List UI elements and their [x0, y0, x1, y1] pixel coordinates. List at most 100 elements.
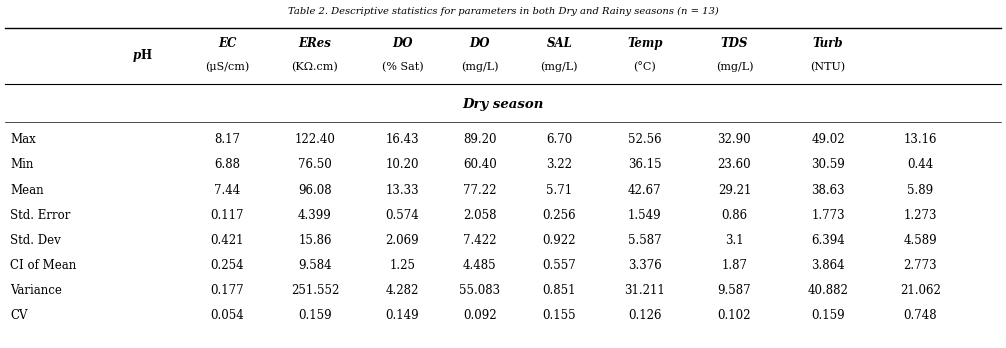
Text: 6.88: 6.88 [214, 158, 240, 172]
Text: 0.922: 0.922 [542, 234, 576, 247]
Text: 1.773: 1.773 [811, 208, 845, 222]
Text: 0.557: 0.557 [542, 259, 576, 272]
Text: 1.549: 1.549 [628, 208, 662, 222]
Text: CV: CV [10, 309, 27, 322]
Text: 7.44: 7.44 [214, 183, 240, 197]
Text: TDS: TDS [720, 37, 748, 50]
Text: 13.16: 13.16 [903, 133, 938, 147]
Text: 3.1: 3.1 [725, 234, 743, 247]
Text: EC: EC [218, 37, 236, 50]
Text: (mg/L): (mg/L) [461, 62, 499, 72]
Text: 3.22: 3.22 [546, 158, 572, 172]
Text: 0.117: 0.117 [210, 208, 244, 222]
Text: 4.399: 4.399 [298, 208, 332, 222]
Text: 251.552: 251.552 [291, 284, 339, 297]
Text: 76.50: 76.50 [298, 158, 332, 172]
Text: 2.069: 2.069 [385, 234, 420, 247]
Text: 5.71: 5.71 [546, 183, 572, 197]
Text: 1.273: 1.273 [903, 208, 938, 222]
Text: 38.63: 38.63 [811, 183, 845, 197]
Text: 7.422: 7.422 [463, 234, 497, 247]
Text: Variance: Variance [10, 284, 62, 297]
Text: 0.159: 0.159 [811, 309, 845, 322]
Text: 0.155: 0.155 [542, 309, 576, 322]
Text: Min: Min [10, 158, 33, 172]
Text: 13.33: 13.33 [385, 183, 420, 197]
Text: Table 2. Descriptive statistics for parameters in both Dry and Rainy seasons (n : Table 2. Descriptive statistics for para… [288, 7, 718, 16]
Text: 0.421: 0.421 [210, 234, 244, 247]
Text: 0.256: 0.256 [542, 208, 576, 222]
Text: (% Sat): (% Sat) [381, 62, 424, 72]
Text: DO: DO [392, 37, 412, 50]
Text: 6.70: 6.70 [546, 133, 572, 147]
Text: (NTU): (NTU) [811, 62, 845, 72]
Text: 10.20: 10.20 [385, 158, 420, 172]
Text: 49.02: 49.02 [811, 133, 845, 147]
Text: 4.589: 4.589 [903, 234, 938, 247]
Text: 5.587: 5.587 [628, 234, 662, 247]
Text: 30.59: 30.59 [811, 158, 845, 172]
Text: 1.87: 1.87 [721, 259, 747, 272]
Text: 1.25: 1.25 [389, 259, 415, 272]
Text: CI of Mean: CI of Mean [10, 259, 76, 272]
Text: 5.89: 5.89 [907, 183, 934, 197]
Text: (mg/L): (mg/L) [715, 62, 753, 72]
Text: 4.485: 4.485 [463, 259, 497, 272]
Text: 0.177: 0.177 [210, 284, 244, 297]
Text: (μS/cm): (μS/cm) [205, 62, 249, 72]
Text: 0.851: 0.851 [542, 284, 576, 297]
Text: 6.394: 6.394 [811, 234, 845, 247]
Text: 8.17: 8.17 [214, 133, 240, 147]
Text: (mg/L): (mg/L) [540, 62, 578, 72]
Text: 77.22: 77.22 [463, 183, 497, 197]
Text: DO: DO [470, 37, 490, 50]
Text: ERes: ERes [299, 37, 331, 50]
Text: Std. Error: Std. Error [10, 208, 70, 222]
Text: 40.882: 40.882 [808, 284, 848, 297]
Text: 9.584: 9.584 [298, 259, 332, 272]
Text: 0.44: 0.44 [907, 158, 934, 172]
Text: 3.864: 3.864 [811, 259, 845, 272]
Text: 2.058: 2.058 [463, 208, 497, 222]
Text: Temp: Temp [627, 37, 663, 50]
Text: Turb: Turb [813, 37, 843, 50]
Text: 0.159: 0.159 [298, 309, 332, 322]
Text: 0.574: 0.574 [385, 208, 420, 222]
Text: 29.21: 29.21 [717, 183, 751, 197]
Text: SAL: SAL [546, 37, 572, 50]
Text: 9.587: 9.587 [717, 284, 751, 297]
Text: 15.86: 15.86 [298, 234, 332, 247]
Text: 0.149: 0.149 [385, 309, 420, 322]
Text: 89.20: 89.20 [463, 133, 497, 147]
Text: (KΩ.cm): (KΩ.cm) [292, 62, 338, 72]
Text: (°C): (°C) [634, 62, 656, 72]
Text: 52.56: 52.56 [628, 133, 662, 147]
Text: 60.40: 60.40 [463, 158, 497, 172]
Text: 0.748: 0.748 [903, 309, 938, 322]
Text: 21.062: 21.062 [900, 284, 941, 297]
Text: Dry season: Dry season [463, 98, 543, 111]
Text: H: H [141, 49, 152, 62]
Text: 55.083: 55.083 [460, 284, 500, 297]
Text: 2.773: 2.773 [903, 259, 938, 272]
Text: 31.211: 31.211 [625, 284, 665, 297]
Text: 0.86: 0.86 [721, 208, 747, 222]
Text: 16.43: 16.43 [385, 133, 420, 147]
Text: 42.67: 42.67 [628, 183, 662, 197]
Text: 0.054: 0.054 [210, 309, 244, 322]
Text: Max: Max [10, 133, 36, 147]
Text: 0.102: 0.102 [717, 309, 751, 322]
Text: 122.40: 122.40 [295, 133, 335, 147]
Text: 4.282: 4.282 [385, 284, 420, 297]
Text: 0.254: 0.254 [210, 259, 244, 272]
Text: Std. Dev: Std. Dev [10, 234, 60, 247]
Text: 36.15: 36.15 [628, 158, 662, 172]
Text: 96.08: 96.08 [298, 183, 332, 197]
Text: 32.90: 32.90 [717, 133, 751, 147]
Text: 3.376: 3.376 [628, 259, 662, 272]
Text: 0.126: 0.126 [628, 309, 662, 322]
Text: Mean: Mean [10, 183, 43, 197]
Text: p: p [133, 49, 141, 62]
Text: 0.092: 0.092 [463, 309, 497, 322]
Text: 23.60: 23.60 [717, 158, 751, 172]
